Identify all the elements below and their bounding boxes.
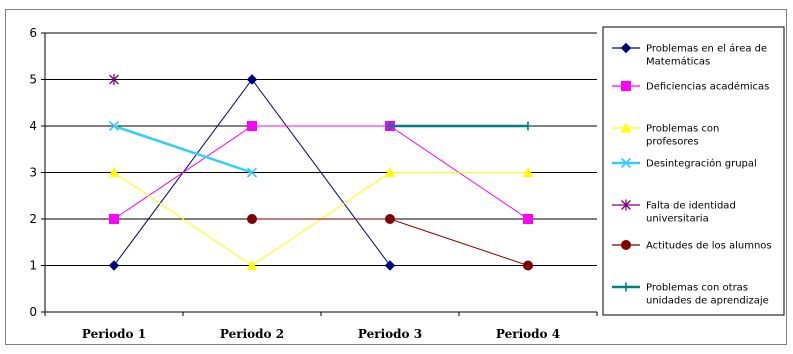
data-point-desintegracion-grupal: [246, 167, 258, 178]
legend-label: Matemáticas: [646, 56, 710, 68]
legend-entry-desintegracion-grupal: Desintegración grupal: [612, 158, 757, 170]
legend-label: Problemas con: [646, 124, 719, 135]
y-tick-label: 4: [29, 119, 37, 133]
legend-label: Deficiencias académicas: [646, 81, 769, 93]
legend-swatch-marker: [621, 282, 631, 292]
axes: 0 1 2 3 4 5 6 Periodo 1 Periodo 2 Periodo 3 Period…: [29, 26, 598, 341]
legend-entry-actitudes-de-los-alumnos: Actitudes de los alumnos: [612, 240, 772, 252]
data-point-problemas-en-el-area-de-matematicas: [246, 74, 258, 85]
series-actitudes-de-los-alumnos: [247, 214, 533, 271]
legend-label: profesores: [646, 137, 699, 148]
data-point-desintegracion-grupal: [108, 120, 120, 132]
legend-label: Problemas en el área de: [646, 43, 767, 55]
x-tick-label: Periodo 1: [82, 327, 146, 341]
data-point-deficiencias-academicas: [109, 214, 119, 224]
y-tick-label: 2: [29, 212, 37, 226]
series-problemas-con-otras-unidades-de-aprendizaje: [385, 121, 533, 131]
data-point-falta-de-identidad-universitaria: [109, 74, 119, 85]
legend-label: Actitudes de los alumnos: [646, 241, 772, 252]
legend-label: Problemas con otras: [646, 283, 748, 294]
data-point-problemas-en-el-area-de-matematicas: [108, 260, 120, 271]
data-point-actitudes-de-los-alumnos: [523, 260, 533, 271]
legend-swatch-marker: [621, 199, 631, 211]
legend-label: Falta de identidad: [646, 201, 736, 212]
y-tick-label: 0: [29, 305, 37, 319]
series-layer: [108, 74, 534, 271]
data-point-problemas-con-profesores: [108, 166, 120, 177]
x-tick-label: Periodo 2: [220, 327, 284, 341]
data-point-problemas-con-profesores: [384, 166, 396, 177]
y-tick-label: 5: [29, 73, 37, 87]
y-tick-label: 1: [29, 259, 37, 273]
legend-swatch-marker: [621, 81, 631, 91]
data-point-problemas-con-profesores: [522, 166, 534, 177]
legend-entry-problemas-con-otras-unidades-de-aprendizaje: Problemas con otras unidades de aprendiza…: [612, 282, 769, 307]
data-point-problemas-con-otras-unidades-de-aprendizaje: [523, 121, 533, 131]
legend-label: unidades de aprendizaje: [646, 296, 769, 307]
data-point-problemas-en-el-area-de-matematicas: [384, 260, 396, 271]
grid-lines: [45, 32, 597, 266]
data-point-deficiencias-academicas: [523, 214, 533, 224]
legend-entry-falta-de-identidad-universitaria: Falta de identidad universitaria: [612, 199, 736, 225]
legend-swatch-marker: [620, 122, 632, 133]
x-tick-label: Periodo 3: [358, 327, 422, 341]
data-point-actitudes-de-los-alumnos: [247, 214, 257, 224]
legend-entry-deficiencias-academicas: Deficiencias académicas: [612, 81, 769, 93]
legend-box: [602, 26, 785, 316]
x-tick-label: Periodo 4: [496, 327, 560, 341]
legend-label: universitaria: [646, 214, 709, 225]
series-line-desintegracion-grupal: [113, 124, 253, 174]
legend-entry-problemas-con-profesores: Problemas con profesores: [612, 122, 719, 148]
legend-swatch-marker: [621, 240, 631, 250]
legend-swatch-marker: [620, 157, 632, 169]
series-falta-de-identidad-universitaria: [109, 74, 119, 85]
series-line-actitudes-de-los-alumnos: [252, 218, 529, 266]
legend-swatch-marker: [620, 42, 632, 54]
data-point-actitudes-de-los-alumnos: [385, 214, 395, 224]
series-desintegracion-grupal: [108, 120, 258, 178]
data-point-problemas-con-profesores: [246, 259, 258, 270]
legend-label: Desintegración grupal: [646, 158, 757, 170]
y-tick-label: 3: [29, 166, 37, 180]
data-point-deficiencias-academicas: [247, 121, 257, 131]
y-tick-label: 6: [29, 26, 37, 40]
data-point-problemas-con-otras-unidades-de-aprendizaje: [385, 121, 395, 131]
